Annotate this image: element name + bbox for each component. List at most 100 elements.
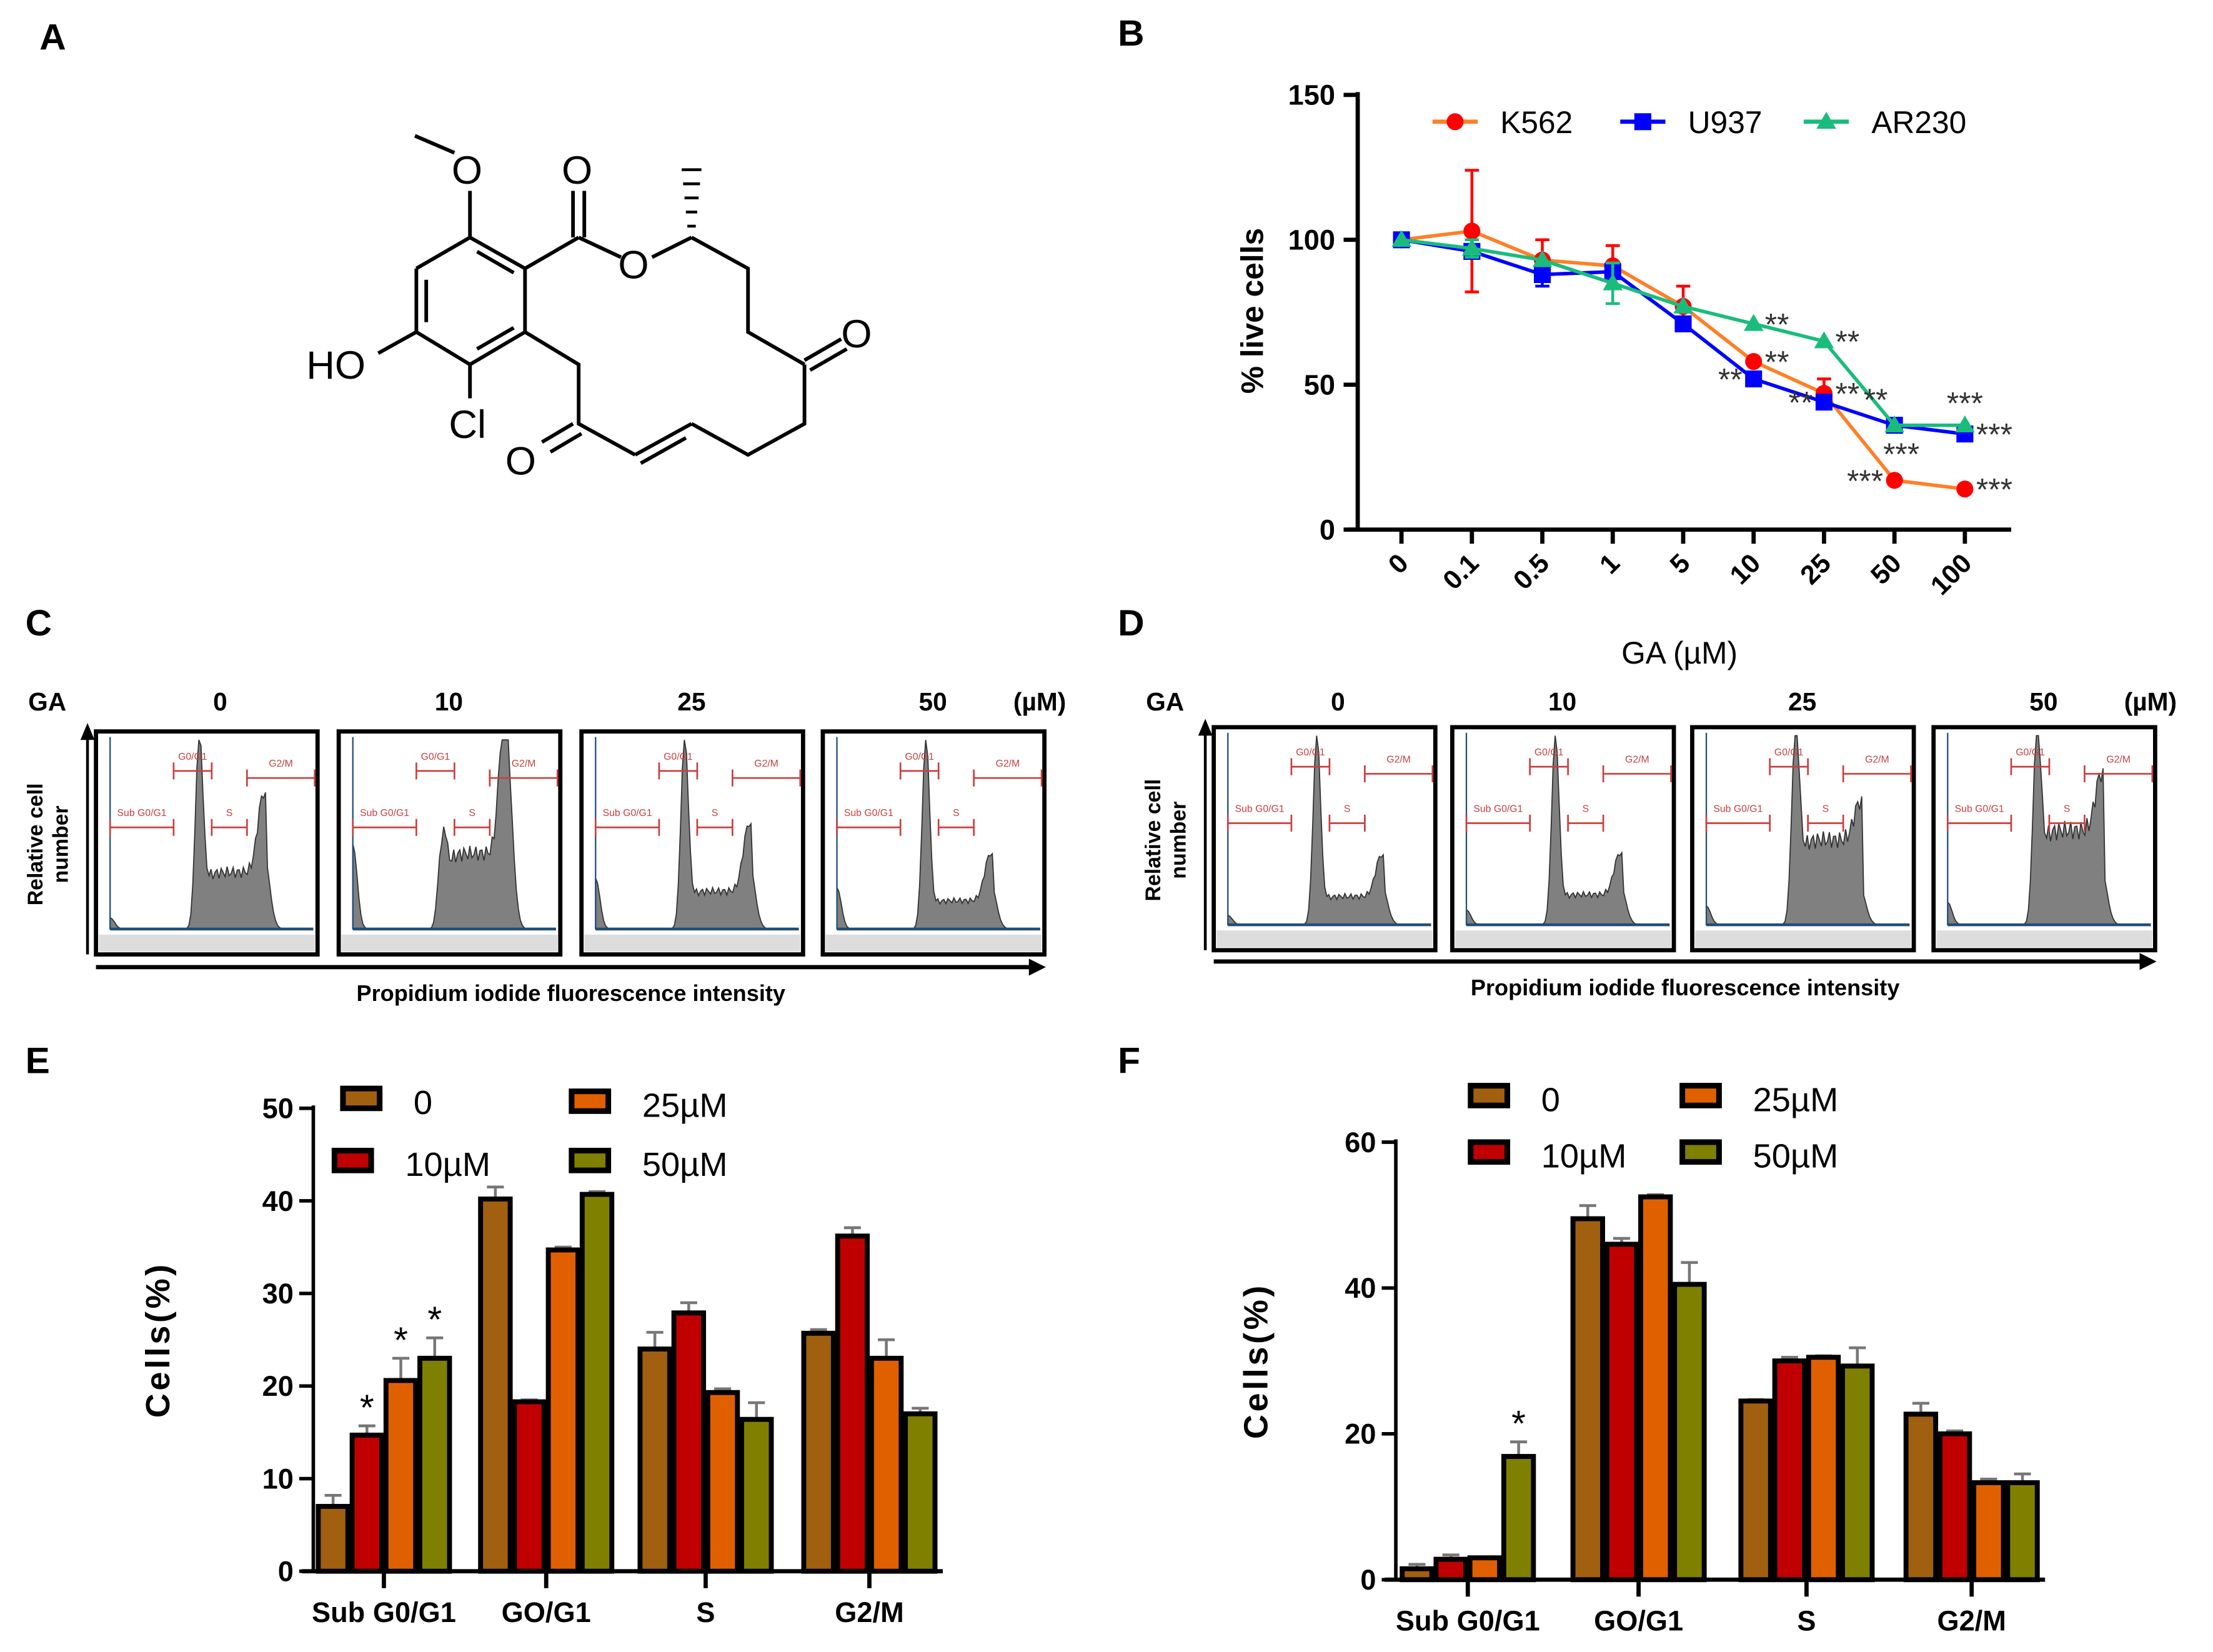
b-x-axis-title: GA (µM) [1621,635,1738,670]
gate-sub-label: Sub G0/G1 [1713,804,1763,814]
data-point-k562 [1956,480,1974,498]
legend-marker-ar230 [1816,111,1836,129]
bar-g2m-25um [1971,1480,2006,1583]
chemical-structure [377,134,848,465]
significance-marker: *** [1947,386,1983,421]
legend-label: 10µM [1541,1138,1627,1175]
bond [690,236,806,366]
data-point-ar230 [1391,229,1411,247]
x-tick-label: GO/G1 [502,1596,591,1628]
dose-label: 10 [435,687,463,716]
legend-label: AR230 [1871,105,1966,140]
data-point-ar230 [1532,250,1553,267]
x-tick-label: 100 [1925,548,1978,601]
flow-cytometry-panel-c: GA (µM) Relative cell number Propidium iodid… [24,687,1067,1006]
legend-swatch [1468,1139,1511,1165]
atom-o: O [505,440,536,484]
gate-s-label: S [1344,804,1351,814]
bar-s-0 [637,1346,672,1574]
ga-label: GA [1146,687,1184,716]
x-tick-label: 0.1 [1437,548,1484,595]
x-tick-label: G2/M [835,1596,903,1628]
bar-s-10um [671,1310,707,1574]
data-point-ar230 [1743,314,1764,331]
histogram-footer [1455,930,1671,948]
bar-subg0g1-0 [316,1504,351,1574]
data-point-u937 [1745,370,1763,387]
significance-marker: * [394,1320,408,1361]
significance-marker: *** [1883,437,1919,472]
y-axis-title: Relative cell [24,783,47,905]
legend-label: 25µM [642,1087,728,1124]
gate-s-label: S [2064,804,2071,814]
bar-gog1-50um [579,1192,615,1574]
legend-label: 10µM [405,1146,490,1183]
bond [577,236,622,259]
legend-label: 50µM [1753,1138,1839,1175]
bar-subg0g1-25um [383,1378,419,1574]
significance-marker: ** [1789,386,1813,420]
bond [803,337,842,362]
bar-gog1-50um [1672,1281,1707,1583]
bar-s-10um [1772,1358,1807,1583]
bar-s-50um [739,1416,774,1574]
ring-double-bond [476,250,515,275]
legend-swatch [340,1085,383,1112]
gate-g2m-label: G2/M [512,759,536,769]
gate-s-label: S [1823,804,1829,814]
panel-label-a: A [39,17,66,58]
y-axis-title: Cells(%) [139,1261,177,1418]
gate-sub-label: Sub G0/G1 [1235,804,1285,814]
y-tick-label: 100 [1288,224,1335,256]
bond [549,432,583,454]
data-point-ar230 [1884,415,1904,432]
data-point-k562 [1886,472,1903,489]
legend-label: 0 [1541,1081,1560,1118]
data-point-u937 [1674,315,1692,332]
x-arrowhead [2139,953,2157,970]
legend-swatch [1679,1083,1722,1108]
significance-marker: ** [1765,307,1789,342]
legend-marker-u937 [1634,113,1651,131]
x-arrowhead [1028,958,1046,976]
x-tick-label: 1 [1594,548,1626,580]
bar-s-25um [1806,1355,1841,1583]
x-tick-label: G2/M [1937,1605,2006,1637]
bar-g2m-0 [1903,1411,1939,1583]
hashed-wedge [682,168,702,228]
x-tick-label: S [1797,1605,1816,1637]
y-tick-label: 30 [262,1278,294,1310]
atom-o: O [562,149,592,192]
unit-label: (µM) [2124,687,2177,716]
line-chart-viability: 0 50 100 150 0 0.1 0.5 1 5 10 25 50 100 K562 U937 AR230… [1288,79,2012,601]
gate-g2m-label: G2/M [1865,754,1889,765]
gate-g0g1-label: G0/G1 [2016,747,2045,758]
gate-g2m-label: G2/M [996,759,1020,769]
atom-o: O [452,149,482,192]
legend-label: 0 [414,1084,432,1122]
significance-marker: ** [1765,345,1789,380]
dose-label: 0 [213,687,227,716]
bar-gog1-25um [1638,1194,1673,1583]
bar-subg0g1-0 [1400,1566,1435,1583]
legend-label: U937 [1688,105,1763,140]
gate-g0g1-label: G0/G1 [1296,747,1325,758]
gate-g2m-label: G2/M [2106,754,2131,765]
b-y-axis-title: % live cells [1235,228,1270,394]
data-point-k562 [1463,222,1481,240]
significance-marker: ** [1718,362,1743,397]
bond [640,436,687,465]
gate-s-label: S [226,808,233,819]
legend-label: K562 [1500,105,1573,140]
y-tick-label: 150 [1288,79,1335,111]
significance-marker: * [1511,1404,1526,1445]
dose-label: 25 [1788,687,1816,716]
significance-marker: ** [1836,377,1860,412]
gate-s-label: S [712,808,719,819]
y-tick-label: 20 [1345,1418,1376,1450]
histogram-footer [1936,930,2152,948]
y-tick-label: 50 [262,1093,294,1125]
bar-gog1-10um [512,1399,547,1574]
gate-sub-label: Sub G0/G1 [1473,804,1523,814]
panel-label-f: F [1118,1040,1140,1081]
